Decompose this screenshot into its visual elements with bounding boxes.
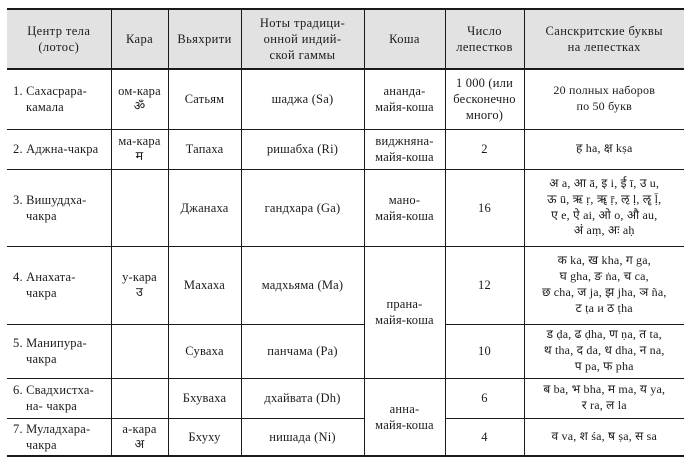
cell-letters: व va, श śa, ष ṣa, स sa	[523, 417, 684, 457]
cell-kosha-merged: прана- майя-коша	[363, 245, 446, 379]
cell-kosha: мано- майя-коша	[363, 168, 446, 247]
cell-letters: ब ba, भ bha, म ma, य ya, र ra, ल la	[523, 377, 684, 419]
cell-center: 5. Манипура- чакра	[7, 323, 112, 379]
cell-petals: 6	[444, 377, 525, 419]
cell-letters: ह ha, क्ष kṣa	[523, 128, 684, 170]
cell-vyahriti: Махаха	[167, 245, 242, 325]
cell-vyahriti: Бхуваха	[167, 377, 242, 419]
cell-vyahriti: Сатьям	[167, 68, 242, 130]
table-row: 3. Вишуддха- чакра Джанаха гандхара (Ga)…	[7, 168, 684, 247]
cell-vyahriti: Бхуху	[167, 417, 242, 457]
cell-note: ришабха (Ri)	[240, 128, 365, 170]
cell-center: 7. Муладхара- чакра	[7, 417, 112, 457]
cell-note: панчама (Pa)	[240, 323, 365, 379]
table-row: 4. Анахата- чакра у-кара उ Махаха мадхья…	[7, 245, 684, 379]
cell-center: 3. Вишуддха- чакра	[7, 168, 112, 247]
cell-kara	[110, 377, 169, 419]
cell-kara	[110, 168, 169, 247]
header-notes: Ноты традици- онной индий- ской гаммы	[240, 8, 365, 70]
cell-kara: ма-кара म	[110, 128, 169, 170]
cell-petals: 12	[444, 245, 525, 325]
chakra-table: Центр тела (лотос) Кара Вьяхрити Ноты тр…	[7, 8, 684, 457]
cell-letters: ड ḍa, ढ ḍha, ण ṇa, त ta, थ tha, द da, ध …	[523, 323, 684, 379]
cell-center: 4. Анахата- чакра	[7, 245, 112, 325]
cell-vyahriti: Суваха	[167, 323, 242, 379]
cell-note: нишада (Ni)	[240, 417, 365, 457]
header-kara: Кара	[110, 8, 169, 70]
header-kosha: Коша	[363, 8, 446, 70]
header-body-center: Центр тела (лотос)	[7, 8, 112, 70]
cell-petals: 2	[444, 128, 525, 170]
cell-note: шаджа (Sa)	[240, 68, 365, 130]
table-row: 6. Свадхистха- на- чакра Бхуваха дхайват…	[7, 377, 684, 456]
cell-kara: ом-кара ॐ	[110, 68, 169, 130]
cell-letters: क ka, ख kha, ग ga, घ gha, ङ ṅa, च ca, छ …	[523, 245, 684, 325]
cell-petals: 16	[444, 168, 525, 247]
cell-kara	[110, 323, 169, 379]
header-vyahriti: Вьяхрити	[167, 8, 242, 70]
cell-kosha-merged: анна- майя-коша	[363, 377, 446, 456]
cell-vyahriti: Тапаха	[167, 128, 242, 170]
cell-letters: अ a, आ ā, इ i, ई ī, उ u, ऊ ū, ऋ ṛ, ॠ ṝ, …	[523, 168, 684, 247]
header-petal-count: Число лепестков	[444, 8, 525, 70]
table-row: 1. Сахасрара- камала ом-кара ॐ Сатьям ша…	[7, 68, 684, 130]
table-row: 5. Манипура- чакра Суваха панчама (Pa) 1…	[7, 323, 684, 379]
cell-petals: 4	[444, 417, 525, 457]
cell-letters: 20 полных наборов по 50 букв	[523, 68, 684, 130]
cell-kara: а-кара अ	[110, 417, 169, 457]
header-row: Центр тела (лотос) Кара Вьяхрити Ноты тр…	[7, 8, 684, 70]
cell-petals: 10	[444, 323, 525, 379]
table-row: 2. Аджна-чакра ма-кара म Тапаха ришабха …	[7, 128, 684, 170]
cell-kosha: ананда- майя-коша	[363, 68, 446, 130]
cell-kara: у-кара उ	[110, 245, 169, 325]
cell-center: 2. Аджна-чакра	[7, 128, 112, 170]
cell-kosha: виджняна- майя-коша	[363, 128, 446, 170]
cell-petals: 1 000 (или бесконечно много)	[444, 68, 525, 130]
cell-vyahriti: Джанаха	[167, 168, 242, 247]
cell-center: 1. Сахасрара- камала	[7, 68, 112, 130]
cell-note: гандхара (Ga)	[240, 168, 365, 247]
header-sanskrit-letters: Санскритские буквы на лепестках	[523, 8, 684, 70]
cell-note: мадхьяма (Ma)	[240, 245, 365, 325]
cell-center: 6. Свадхистха- на- чакра	[7, 377, 112, 419]
cell-note: дхайвата (Dh)	[240, 377, 365, 419]
table-row: 7. Муладхара- чакра а-кара अ Бхуху нишад…	[7, 417, 684, 457]
